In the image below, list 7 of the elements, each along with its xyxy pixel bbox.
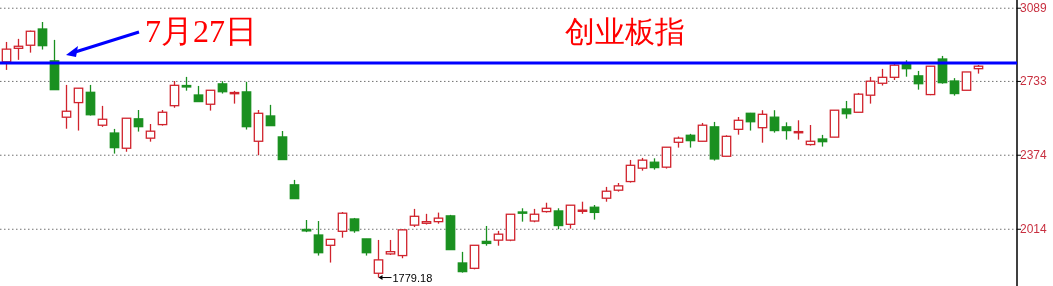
y-tick-label: 2014: [1020, 222, 1048, 237]
annotation: 7月27日: [145, 13, 257, 49]
y-tick-label: 2374: [1020, 148, 1048, 163]
annotation: 1779.18: [392, 271, 433, 284]
y-tick-label: 3089: [1020, 1, 1048, 16]
text: 创业板指: [565, 14, 685, 48]
y-tick-label: 2733: [1020, 74, 1048, 89]
